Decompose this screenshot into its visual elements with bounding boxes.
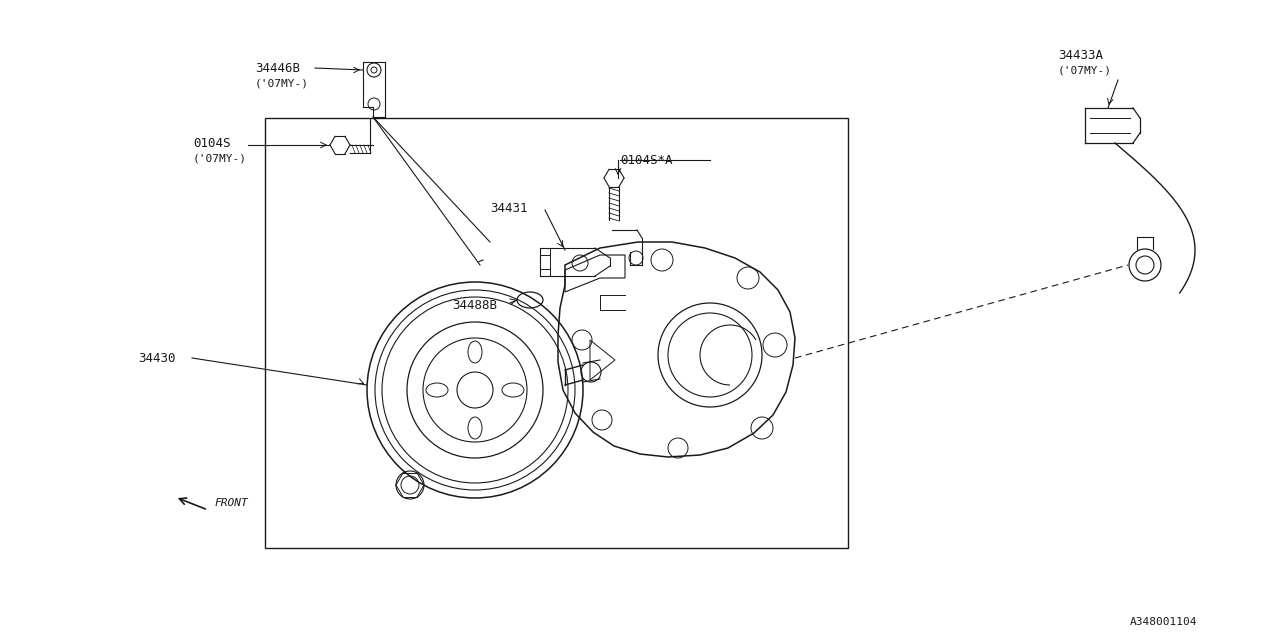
Text: 34433A: 34433A — [1059, 49, 1103, 61]
Text: 0104S*A: 0104S*A — [620, 154, 672, 166]
Text: FRONT: FRONT — [214, 498, 248, 508]
Text: ('07MY-): ('07MY-) — [1059, 65, 1112, 75]
Text: 34431: 34431 — [490, 202, 527, 214]
Text: 34446B: 34446B — [255, 61, 300, 74]
Text: 34488B: 34488B — [452, 298, 497, 312]
Text: ('07MY-): ('07MY-) — [193, 153, 247, 163]
Text: ('07MY-): ('07MY-) — [255, 78, 308, 88]
Text: 0104S: 0104S — [193, 136, 230, 150]
Text: A348001104: A348001104 — [1130, 617, 1198, 627]
Text: 34430: 34430 — [138, 351, 175, 365]
